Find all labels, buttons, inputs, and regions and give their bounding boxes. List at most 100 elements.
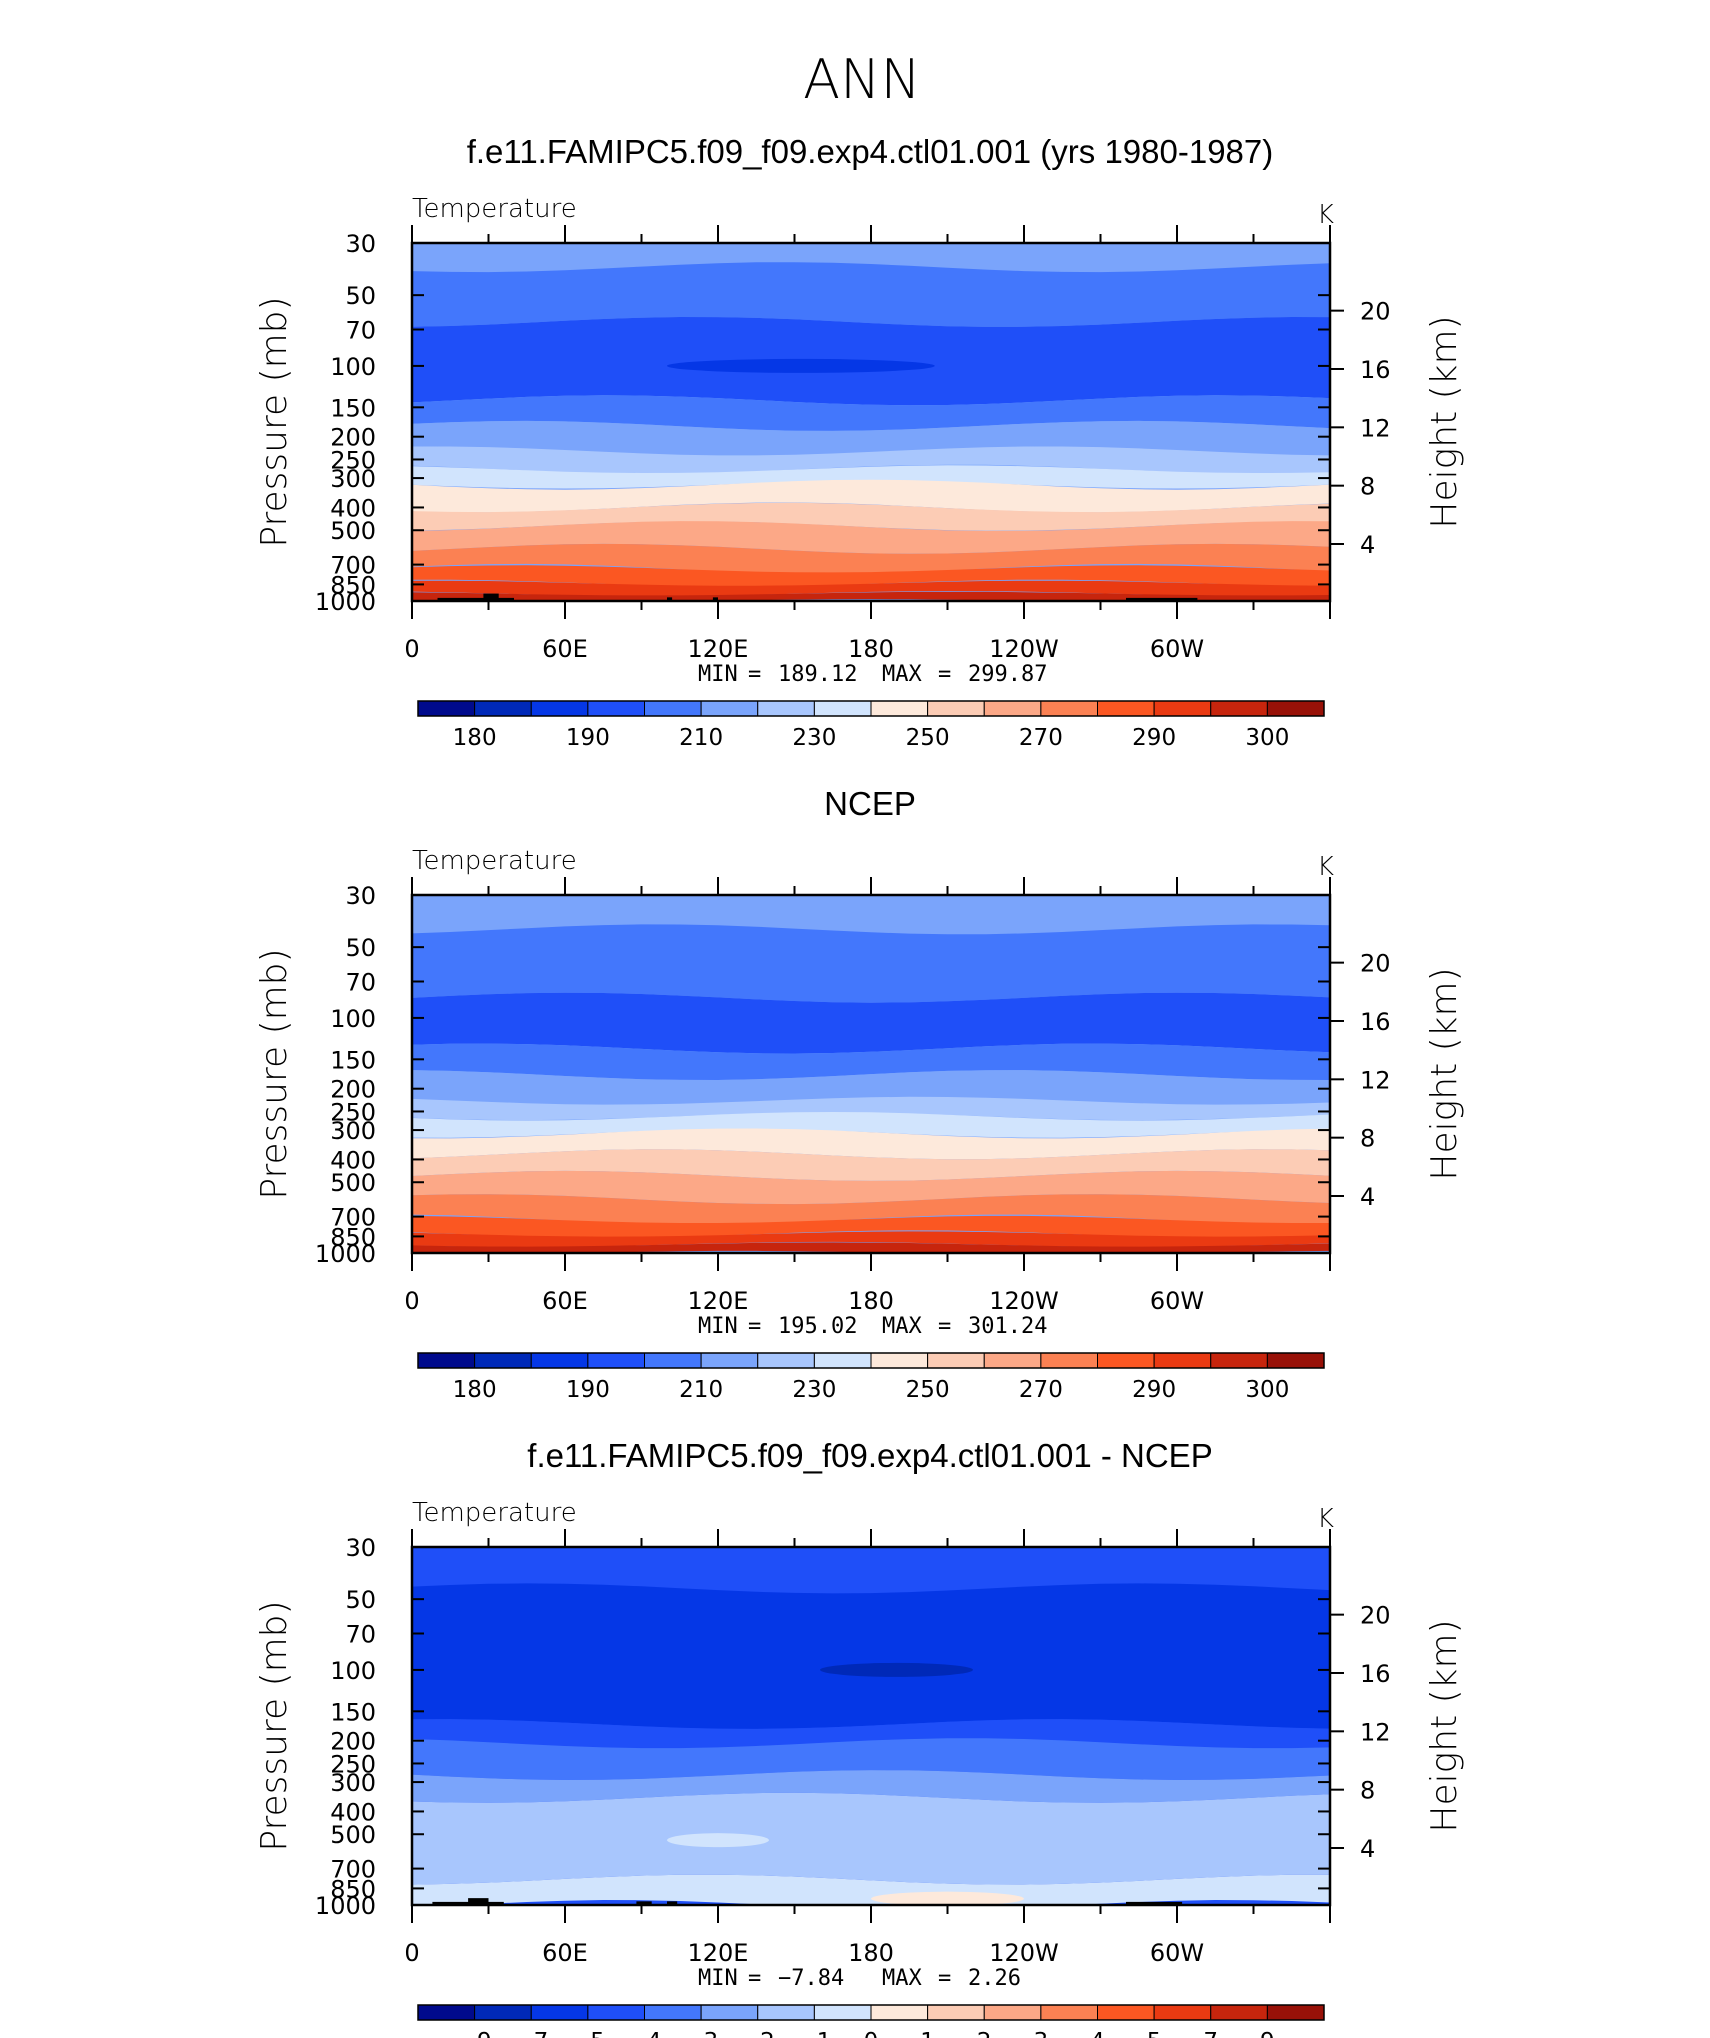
min-value: 189.12 — [778, 662, 857, 687]
contour-band — [412, 1719, 1330, 1748]
colorbar-segment — [927, 1352, 985, 1369]
pressure-label: 70 — [345, 317, 376, 345]
colorbar-label: 270 — [1019, 1377, 1063, 1403]
colorbar-segment — [587, 1352, 645, 1369]
pressure-label: 70 — [345, 969, 376, 997]
variable-label: Temperature — [412, 846, 577, 876]
contour-band — [412, 395, 1330, 431]
lon-label: 180 — [848, 1939, 894, 1967]
contour-band — [412, 992, 1330, 1054]
colorbar-segment — [587, 700, 645, 717]
colorbar-label: 180 — [453, 725, 497, 751]
pressure-label: 50 — [345, 1586, 376, 1614]
contour-band — [412, 1096, 1330, 1121]
contour-band — [412, 243, 1330, 273]
height-label: 16 — [1360, 356, 1391, 384]
pressure-label: 850 — [330, 1223, 376, 1251]
contour-band — [412, 1043, 1330, 1080]
min-value: 195.02 — [778, 1314, 857, 1339]
contour-band — [412, 580, 1330, 597]
colorbar-label: 210 — [679, 1377, 723, 1403]
panel-1: f.e11.FAMIPC5.f09_f09.exp4.ctl01.001 (yr… — [254, 133, 1465, 751]
lon-label: 120W — [989, 1939, 1059, 1967]
lon-label: 180 — [848, 1287, 894, 1315]
colorbar-label: 3 — [1034, 2029, 1049, 2038]
contour-band — [412, 895, 1330, 935]
lon-label: 180 — [848, 635, 894, 663]
pressure-label: 400 — [330, 1146, 376, 1174]
lon-label: 60W — [1150, 1939, 1204, 1967]
pressure-label: 30 — [345, 230, 376, 258]
colorbar-label: 1 — [920, 2029, 935, 2038]
contour-band — [412, 1874, 1330, 1905]
lon-label: 120E — [688, 1287, 749, 1315]
colorbar-segment — [983, 700, 1042, 717]
y-axis-title-right: Height (km) — [1424, 315, 1465, 528]
colorbar-segment — [870, 700, 929, 717]
lon-label: 0 — [404, 635, 419, 663]
colorbar-segment — [927, 700, 985, 717]
lon-label: 0 — [404, 1939, 419, 1967]
pressure-label: 500 — [330, 1169, 376, 1197]
contour-band — [412, 502, 1330, 531]
colorbar-segment — [530, 2004, 589, 2021]
equals-sign: = — [748, 1314, 761, 1339]
units-label: K — [1317, 1504, 1334, 1534]
colorbar-segment — [870, 1352, 929, 1369]
height-label: 12 — [1360, 1066, 1391, 1094]
topography — [1126, 597, 1198, 601]
colorbar-label: 4 — [1090, 2029, 1105, 2038]
contour-band — [412, 479, 1330, 513]
colorbar-segment — [927, 2004, 985, 2021]
panel-title: NCEP — [824, 785, 916, 822]
pressure-label: 50 — [345, 282, 376, 310]
colorbar-label: 9 — [1260, 2029, 1275, 2038]
colorbar-segment — [1266, 700, 1325, 717]
colorbar-segment — [1040, 1352, 1098, 1369]
contour-band — [412, 924, 1330, 1003]
colorbar-label: 300 — [1245, 725, 1289, 751]
contour-band — [412, 1583, 1330, 1730]
contour-feature — [667, 1833, 769, 1848]
colorbar-segment — [700, 700, 759, 717]
plot-area — [412, 1547, 1330, 1905]
topography — [636, 1901, 652, 1905]
colorbar-segment — [474, 1352, 532, 1369]
lon-label: 60E — [542, 1939, 588, 1967]
variable-label: Temperature — [412, 194, 577, 224]
lon-label: 120E — [688, 635, 749, 663]
colorbar-segment — [1266, 2004, 1325, 2021]
colorbar-frame — [417, 2004, 1325, 2021]
colorbar-label: 2 — [977, 2029, 992, 2038]
y-axis-title: Pressure (mb) — [254, 296, 295, 547]
topography — [432, 1901, 504, 1905]
pressure-label: 50 — [345, 934, 376, 962]
contour-band — [412, 1738, 1330, 1780]
pressure-label: 250 — [330, 1098, 376, 1126]
pressure-label: 700 — [330, 1856, 376, 1884]
contour-band — [412, 465, 1330, 489]
contour-band — [412, 420, 1330, 456]
colorbar-segment — [644, 1352, 702, 1369]
lon-label: 120W — [989, 635, 1059, 663]
max-value: 299.87 — [968, 662, 1047, 687]
max-value: 2.26 — [968, 1966, 1021, 1991]
pressure-label: 850 — [330, 571, 376, 599]
colorbar-label: 190 — [566, 725, 610, 751]
pressure-label: 30 — [345, 1534, 376, 1562]
height-label: 8 — [1360, 473, 1375, 501]
colorbar-segment — [474, 2004, 532, 2021]
colorbar-label: 250 — [906, 1377, 950, 1403]
min-value: −7.84 — [778, 1966, 844, 1991]
height-label: 16 — [1360, 1008, 1391, 1036]
pressure-label: 850 — [330, 1875, 376, 1903]
colorbar-label: 210 — [679, 725, 723, 751]
colorbar-segment — [1153, 1352, 1212, 1369]
contour-band — [412, 543, 1330, 574]
colorbar-label: 270 — [1019, 725, 1063, 751]
colorbar-label: 290 — [1132, 1377, 1176, 1403]
colorbar-segment — [813, 2004, 872, 2021]
contour-band — [412, 521, 1330, 554]
